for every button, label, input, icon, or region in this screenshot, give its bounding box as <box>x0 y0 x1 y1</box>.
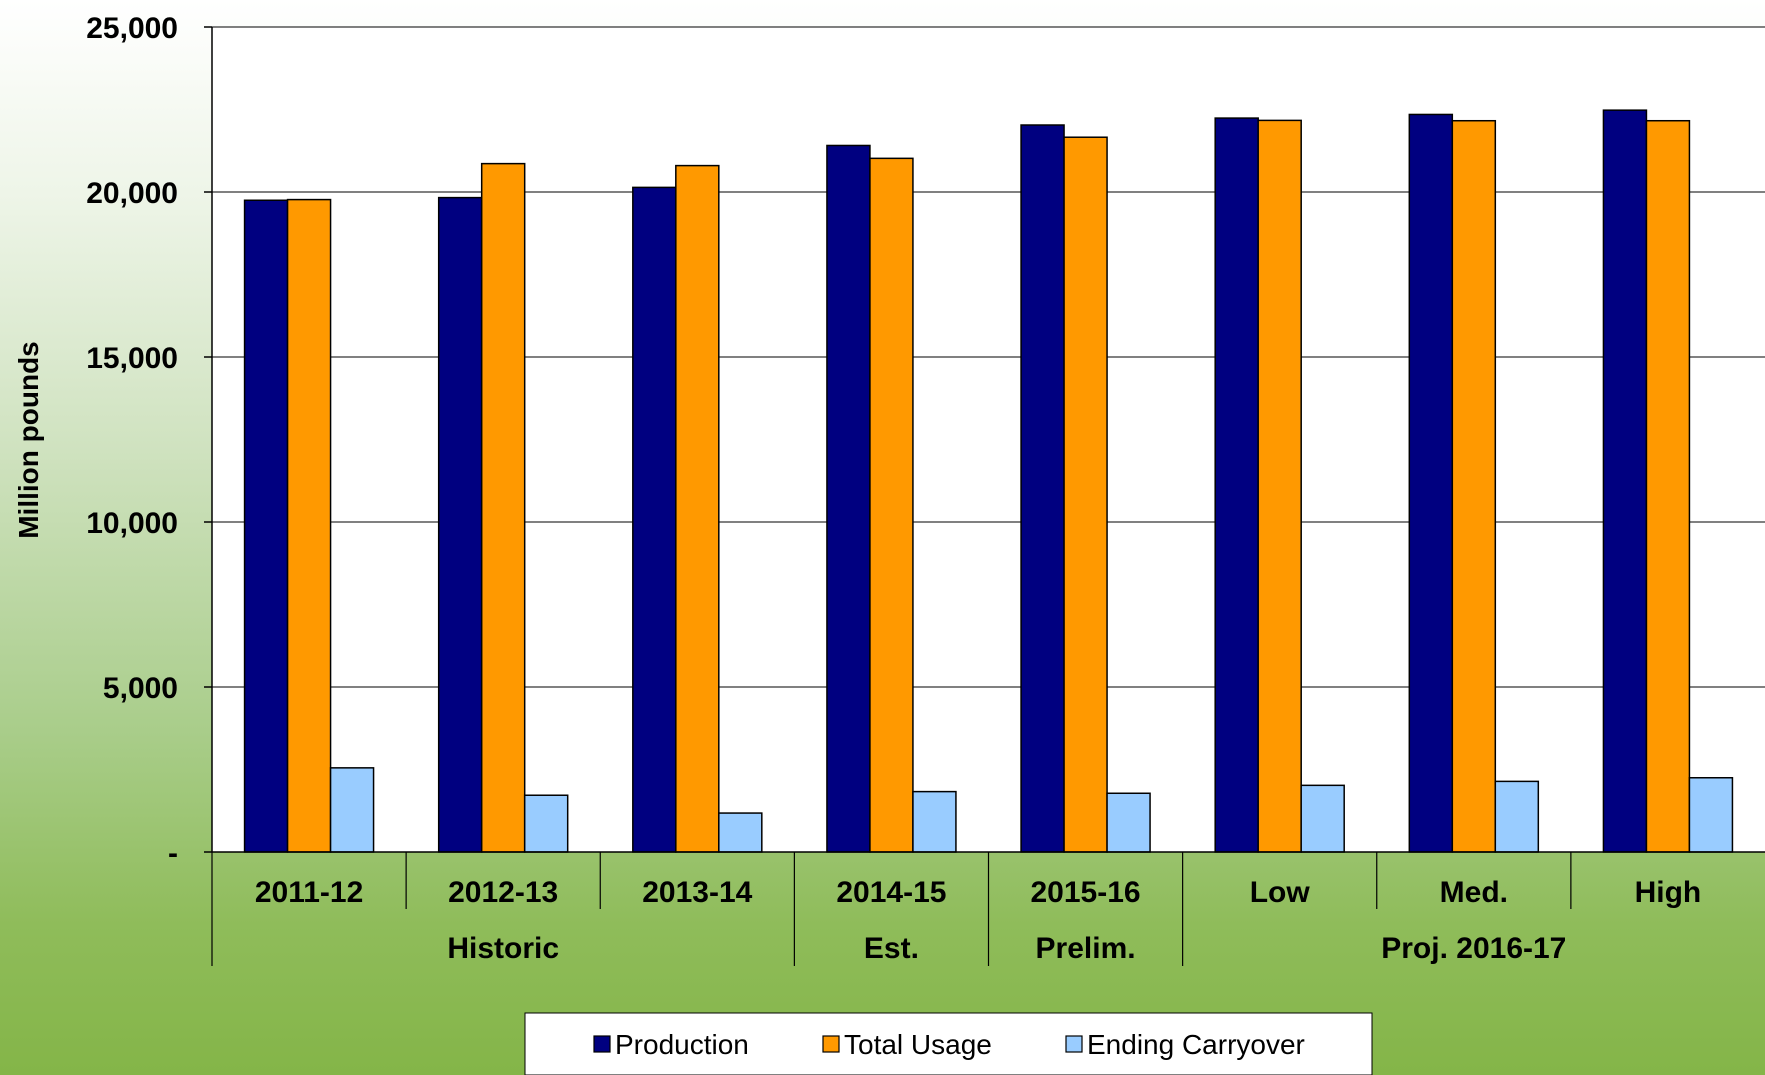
bar-production <box>1408 113 1454 853</box>
legend-swatch <box>1065 1035 1083 1053</box>
x-group-label: Prelim. <box>1036 932 1136 965</box>
x-group-label: Historic <box>447 932 559 965</box>
bar-total-usage <box>286 198 332 853</box>
y-tick-label: 10,000 <box>86 507 178 540</box>
bar-total-usage <box>1645 119 1691 853</box>
x-category-label: 2013-14 <box>642 876 752 909</box>
x-category-label: 2014-15 <box>836 876 946 909</box>
legend: Production Total Usage Ending Carryover <box>524 1012 1373 1075</box>
y-tick-label: - <box>168 837 178 870</box>
x-category-label: Low <box>1250 876 1311 909</box>
bar-ending-carryover <box>523 794 569 853</box>
bar-ending-carryover <box>329 767 375 853</box>
bar-production <box>437 196 483 853</box>
x-category-label: 2012-13 <box>448 876 558 909</box>
legend-label: Ending Carryover <box>1087 1029 1305 1060</box>
bar-total-usage <box>675 164 720 853</box>
bars <box>243 109 1734 853</box>
bar-total-usage <box>1257 119 1302 853</box>
bar-total-usage <box>1063 136 1108 853</box>
bar-production <box>1214 117 1259 853</box>
x-category-labels: 2011-12 2012-13 2013-14 2014-15 2015-16 Low Me… <box>255 876 1701 965</box>
axes <box>211 27 1765 966</box>
bar-total-usage <box>1451 119 1497 853</box>
x-category-label: 2015-16 <box>1031 876 1141 909</box>
legend-box <box>524 1012 1373 1075</box>
bar-ending-carryover <box>1106 792 1151 853</box>
x-category-label: High <box>1635 876 1702 909</box>
bar-total-usage <box>869 157 914 853</box>
bar-production <box>1020 124 1065 853</box>
bar-ending-carryover <box>1300 784 1345 853</box>
bar-ending-carryover <box>1688 777 1734 853</box>
y-tick-label: 25,000 <box>86 12 178 45</box>
x-group-label: Proj. 2016-17 <box>1381 932 1566 965</box>
bar-production <box>243 199 289 853</box>
y-axis-label: Million pounds <box>13 341 44 539</box>
y-tick-label: 5,000 <box>103 672 178 705</box>
x-category-label: 2011-12 <box>255 876 363 909</box>
bar-total-usage <box>480 162 526 853</box>
bar-production <box>1602 109 1648 853</box>
y-tick-label: 15,000 <box>86 342 178 375</box>
bar-production <box>826 144 871 853</box>
x-category-label: Med. <box>1440 876 1508 909</box>
legend-swatch <box>822 1035 840 1053</box>
legend-label: Production <box>615 1029 749 1060</box>
y-tick-label: 20,000 <box>86 177 178 210</box>
bar-ending-carryover <box>718 812 763 853</box>
bar-ending-carryover <box>912 790 957 853</box>
legend-swatch <box>593 1035 611 1053</box>
x-group-label: Est. <box>864 932 919 965</box>
bar-production <box>632 186 677 853</box>
legend-label: Total Usage <box>844 1029 992 1060</box>
y-tick-labels: - 5,000 10,000 15,000 20,000 25,000 <box>86 12 178 870</box>
bar-ending-carryover <box>1494 780 1540 853</box>
